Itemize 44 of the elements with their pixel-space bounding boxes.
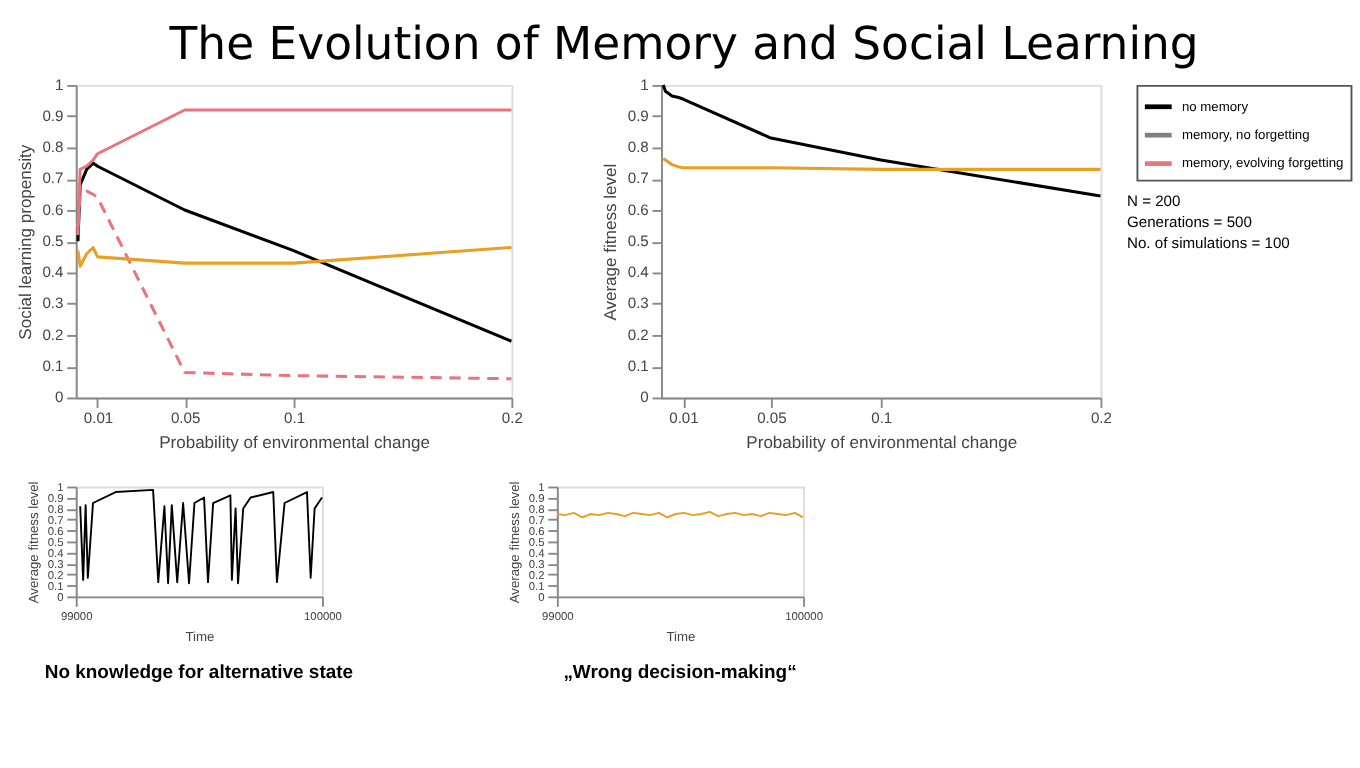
- y-tick-label: 0.7: [627, 169, 649, 188]
- x-tick-label: 0.01: [83, 409, 114, 428]
- y-tick-label: 0.3: [627, 294, 649, 313]
- y-tick-label: 0.1: [627, 356, 649, 375]
- y-tick-label: 0.9: [42, 106, 64, 125]
- x-axis-title: Probability of environmental change: [746, 431, 1018, 452]
- y-tick-label: 0.3: [42, 294, 64, 313]
- line-series: [76, 161, 513, 343]
- y-axis-title: Social learning propensity: [15, 143, 36, 340]
- y-tick-label: 0: [640, 388, 649, 407]
- x-tick-label: 0.2: [501, 409, 523, 428]
- text: No. of simulations = 100: [1127, 233, 1290, 252]
- x-tick-label: 0.05: [170, 409, 201, 428]
- y-tick-label: 1: [640, 75, 649, 94]
- x-tick-label: 0.05: [757, 409, 787, 428]
- text: No knowledge for alternative state: [44, 661, 354, 684]
- y-tick-label: 0.7: [42, 169, 64, 188]
- text: „Wrong decision-making“: [563, 661, 798, 684]
- x-tick-label: 0.1: [284, 409, 306, 428]
- line-series: [76, 245, 513, 268]
- y-tick-label: 0.4: [627, 263, 649, 282]
- y-axis-title: Average fitness level: [600, 163, 621, 321]
- y-tick-label: 0: [55, 388, 64, 407]
- line-series: [79, 488, 323, 585]
- text: The Evolution of Memory and Social Learning: [167, 19, 1199, 72]
- x-tick-label: 0.1: [871, 409, 893, 428]
- y-tick-label: 0.6: [42, 200, 64, 219]
- y-tick-label: 1: [55, 75, 64, 94]
- y-tick-label: 0.8: [627, 138, 649, 157]
- text: Generations = 500: [1127, 213, 1252, 232]
- x-axis-title: Probability of environmental change: [159, 431, 431, 452]
- x-tick-label: 0.2: [1090, 409, 1112, 428]
- y-tick-label: 0.8: [42, 138, 64, 157]
- line-series: [661, 83, 1103, 198]
- y-tick-label: 0.6: [627, 200, 649, 219]
- x-tick-label: 0.01: [669, 409, 699, 428]
- y-tick-label: 0.9: [627, 106, 649, 125]
- y-tick-label: 0.2: [42, 325, 64, 344]
- y-tick-label: 0.5: [42, 231, 64, 250]
- y-tick-label: 0.4: [42, 263, 64, 282]
- y-tick-label: 0.2: [627, 325, 649, 344]
- text: N = 200: [1127, 192, 1181, 211]
- y-tick-label: 0.5: [627, 231, 649, 250]
- y-tick-label: 0.1: [42, 356, 64, 375]
